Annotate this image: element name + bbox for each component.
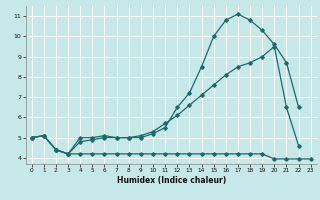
X-axis label: Humidex (Indice chaleur): Humidex (Indice chaleur) [116, 176, 226, 185]
